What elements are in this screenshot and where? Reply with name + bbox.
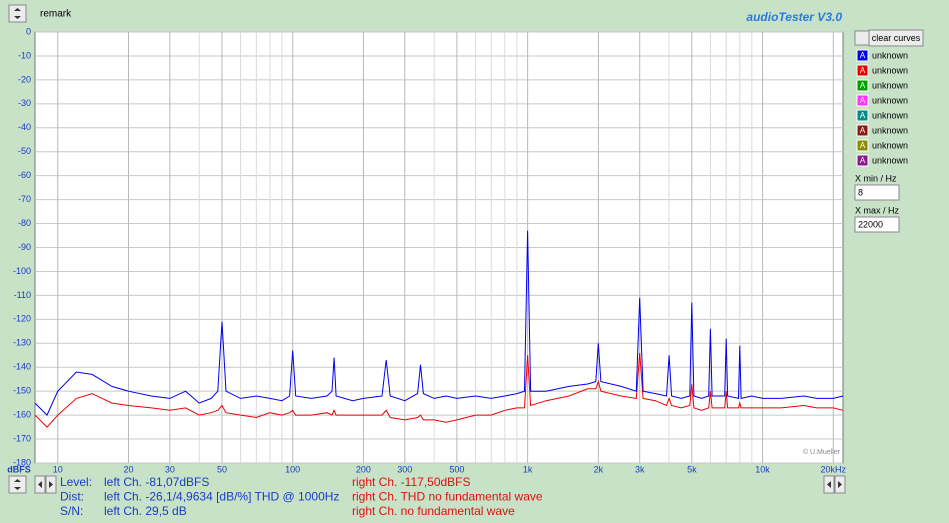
status: Level: left Ch. -81,07dBFS right Ch. -117,… xyxy=(60,475,543,518)
legend-entry: unknown xyxy=(872,110,908,120)
y-tick-label: -100 xyxy=(13,266,31,276)
x-tick-label: 30 xyxy=(165,464,175,474)
arrow xyxy=(49,481,53,488)
x-tick-label: 20 xyxy=(123,464,133,474)
y-tick-label: -80 xyxy=(18,218,31,228)
y-tick-label: -70 xyxy=(18,194,31,204)
app-title: audioTester V3.0 xyxy=(746,10,842,24)
spin-down xyxy=(14,487,21,490)
curve-icon-letter: A xyxy=(860,81,866,90)
right-channel-text: right Ch. -117,50dBFS xyxy=(352,475,471,489)
curve-icon-letter: A xyxy=(860,96,866,105)
legend-entry: unknown xyxy=(872,95,908,105)
clear-curves-label: clear curves xyxy=(872,33,921,43)
x-tick-label: 10 xyxy=(53,464,63,474)
legend-entry: unknown xyxy=(872,80,908,90)
curve-icon-letter: A xyxy=(860,156,866,165)
x-tick-label: 3k xyxy=(635,464,645,474)
left-channel-text: left Ch. -26,1/4,9634 [dB/%] THD @ 1000H… xyxy=(104,490,339,504)
x-tick-label: 500 xyxy=(449,464,464,474)
spin-down xyxy=(14,16,21,19)
y-axis-label: dBFS xyxy=(7,464,31,474)
x-tick-label: 5k xyxy=(687,464,697,474)
x-tick-label: 50 xyxy=(217,464,227,474)
x-tick-label: 100 xyxy=(285,464,300,474)
y-tick-label: -120 xyxy=(13,314,31,324)
legend-entry: unknown xyxy=(872,50,908,60)
x-tick-label: 200 xyxy=(356,464,371,474)
legend-entry: unknown xyxy=(872,140,908,150)
status-label: S/N: xyxy=(60,504,83,518)
left-channel-text: left Ch. 29,5 dB xyxy=(104,504,187,518)
y-tick-label: -10 xyxy=(18,50,31,60)
x-tick-label: 2k xyxy=(594,464,604,474)
arrow xyxy=(827,481,831,488)
spin-up xyxy=(14,479,21,482)
curve-icon-letter: A xyxy=(860,66,866,75)
spin-up xyxy=(14,8,21,11)
y-tick-label: -30 xyxy=(18,98,31,108)
arrow xyxy=(838,481,842,488)
left-channel-text: left Ch. -81,07dBFS xyxy=(104,475,209,489)
curve-icon[interactable] xyxy=(856,139,869,152)
remark-spinner[interactable] xyxy=(8,4,27,23)
xmax-input[interactable] xyxy=(854,216,900,233)
spectrum-line xyxy=(34,230,844,416)
curve-icon[interactable] xyxy=(856,64,869,77)
y-tick-label: -170 xyxy=(13,433,31,443)
y-tick-label: -140 xyxy=(13,362,31,372)
x-tick-label: 1k xyxy=(523,464,533,474)
curve-icon[interactable] xyxy=(856,109,869,122)
legend-entry: unknown xyxy=(872,65,908,75)
xmin-label: X min / Hz xyxy=(855,173,897,183)
y-tick-label: -90 xyxy=(18,242,31,252)
y-tick-label: -180 xyxy=(13,457,31,467)
right-channel-text: right Ch. no fundamental wave xyxy=(352,504,515,518)
xmax-value: 22000 xyxy=(858,219,883,229)
xmax-label: X max / Hz xyxy=(855,205,900,215)
spectrum-line xyxy=(34,352,844,428)
curve-icon[interactable] xyxy=(856,49,869,62)
y-tick-label: -160 xyxy=(13,409,31,419)
xmin-value: 8 xyxy=(858,187,863,197)
y-tick-label: 0 xyxy=(26,26,31,36)
y-tick-label: -150 xyxy=(13,386,31,396)
curve-icon-letter: A xyxy=(860,126,866,135)
status-label: Level: xyxy=(60,475,92,489)
y-tick-label: -50 xyxy=(18,146,31,156)
xmin-input[interactable] xyxy=(854,184,900,201)
right-channel-text: right Ch. THD no fundamental wave xyxy=(352,490,543,504)
x-tick-label: 300 xyxy=(397,464,412,474)
y-tick-label: -110 xyxy=(14,290,31,300)
curve-spinner[interactable] xyxy=(854,30,870,46)
arrow xyxy=(38,481,42,488)
curve-icon-letter: A xyxy=(860,141,866,150)
x-tick-label: 20kHz xyxy=(820,464,846,474)
y-tick-label: -40 xyxy=(18,122,31,132)
curve-icon[interactable] xyxy=(856,124,869,137)
remark: remark xyxy=(40,9,72,20)
legend-entry: unknown xyxy=(872,125,908,135)
curve-icon[interactable] xyxy=(856,94,869,107)
curve-icon-letter: A xyxy=(860,111,866,120)
grid xyxy=(35,31,843,464)
curves xyxy=(34,230,844,428)
credit: © U.Mueller xyxy=(803,448,841,456)
status-label: Dist: xyxy=(60,490,84,504)
y-tick-label: -60 xyxy=(18,170,31,180)
clear-curves-button[interactable] xyxy=(868,29,924,47)
legend-entry: unknown xyxy=(872,155,908,165)
curve-icon-letter: A xyxy=(860,51,866,60)
y-tick-label: -20 xyxy=(18,74,31,84)
curve-icon[interactable] xyxy=(856,154,869,167)
x-tick-label: 10k xyxy=(755,464,770,474)
bottom-spinner[interactable] xyxy=(8,475,27,494)
y-tick-label: -130 xyxy=(13,338,31,348)
curve-icon[interactable] xyxy=(856,79,869,92)
